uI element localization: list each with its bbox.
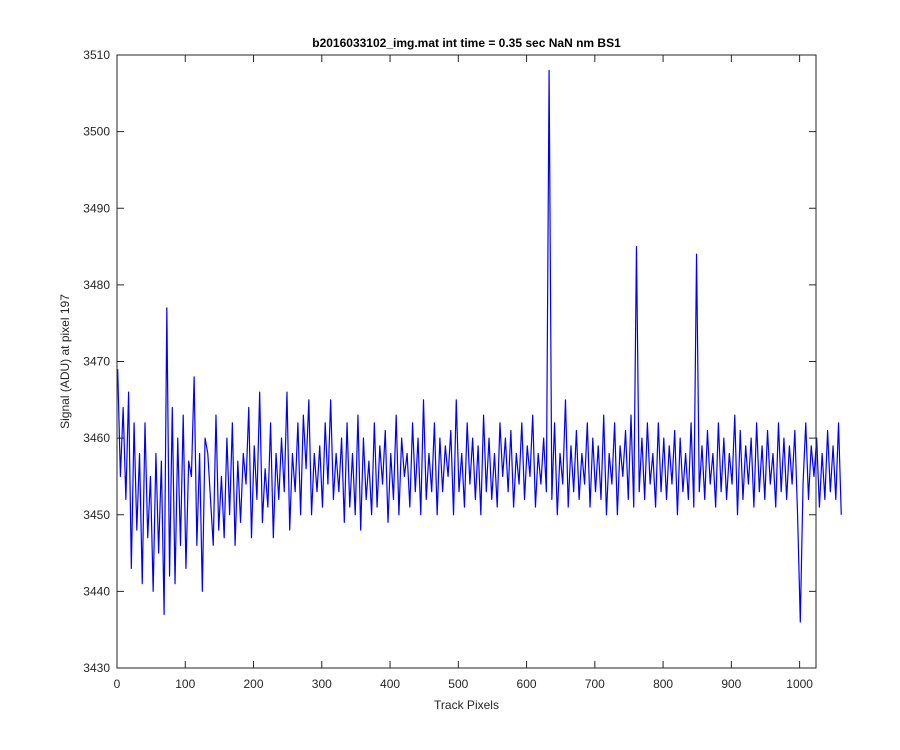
x-tick-label: 600: [517, 677, 537, 691]
x-tick-label: 300: [312, 677, 332, 691]
plot-area: [117, 55, 816, 668]
x-tick-label: 800: [653, 677, 673, 691]
y-tick-label: 3460: [83, 431, 110, 445]
x-tick-label: 900: [721, 677, 741, 691]
y-axis: 3430 3440 3450 3460 3470 3480 3490 3500 3510: [83, 48, 816, 675]
series-line: [117, 69, 842, 623]
y-tick-label: 3430: [83, 661, 110, 675]
x-tick-label: 200: [244, 677, 264, 691]
x-tick-label: 700: [585, 677, 605, 691]
y-tick-label: 3480: [83, 278, 110, 292]
x-tick-label: 400: [380, 677, 400, 691]
x-axis: 0 100 200 300 400 500 600 700 800 900 1000: [114, 55, 813, 691]
y-axis-label: Signal (ADU) at pixel 197: [58, 294, 72, 429]
y-tick-label: 3490: [83, 201, 110, 215]
x-tick-label: 500: [448, 677, 468, 691]
y-tick-label: 3510: [83, 48, 110, 62]
x-tick-label: 0: [114, 677, 121, 691]
y-tick-label: 3500: [83, 125, 110, 139]
y-tick-label: 3470: [83, 355, 110, 369]
x-tick-label: 1000: [786, 677, 813, 691]
x-tick-label: 100: [175, 677, 195, 691]
y-tick-label: 3450: [83, 508, 110, 522]
y-tick-label: 3440: [83, 584, 110, 598]
chart-title: b2016033102_img.mat int time = 0.35 sec …: [312, 36, 621, 50]
plot-frame: [116, 54, 817, 669]
x-axis-label: Track Pixels: [434, 698, 499, 712]
